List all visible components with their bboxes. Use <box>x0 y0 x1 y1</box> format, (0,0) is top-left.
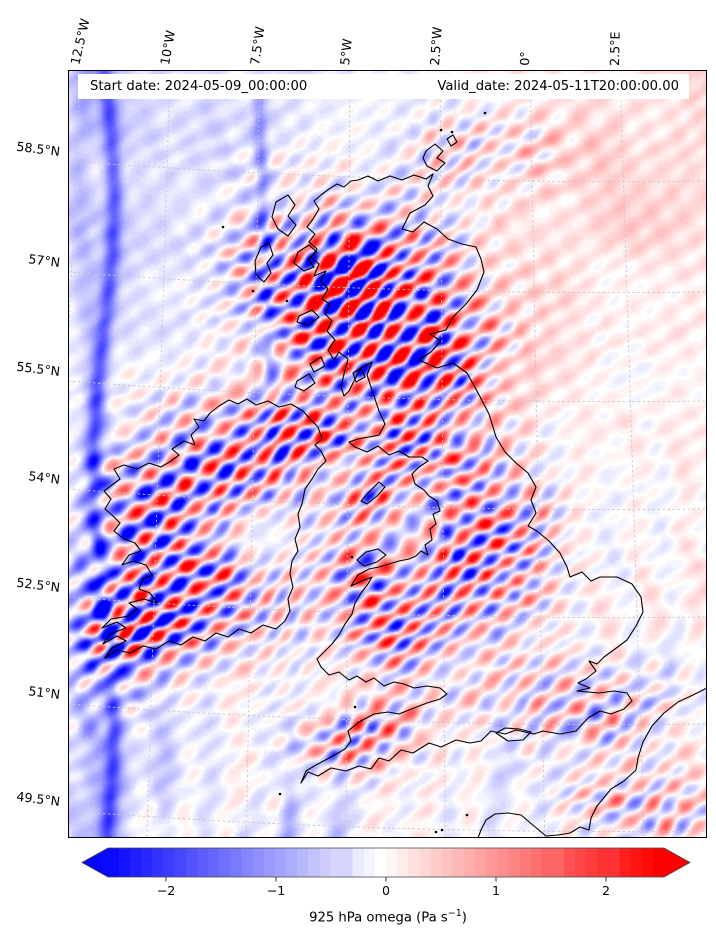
cbar-tick-label: 0 <box>382 883 390 898</box>
title-strip: Start date: 2024-05-09_00:00:00 Valid_da… <box>78 74 689 99</box>
lat-tick-label: 58.5°N <box>15 138 61 159</box>
cbar-tick-label: −2 <box>157 883 176 898</box>
colorbar-label: 925 hPa omega (Pa s−1) <box>88 908 688 925</box>
valid-date-label: Valid_date: 2024-05-11T20:00:00.00 <box>437 79 679 94</box>
omega-field-heatmap <box>68 70 707 838</box>
cbar-tick-label: 1 <box>492 883 500 898</box>
lat-tick-label: 57°N <box>27 251 61 270</box>
lat-tick-label: 49.5°N <box>15 788 61 809</box>
lon-tick-label: 0° <box>517 51 533 66</box>
lon-tick-label: 2.5°W <box>427 26 445 66</box>
colorbar-label-text: 925 hPa omega (Pa s <box>309 910 448 926</box>
lat-tick-label: 54°N <box>27 468 61 487</box>
colorbar-bar <box>81 847 691 878</box>
lat-tick-label: 52.5°N <box>15 574 61 595</box>
cbar-tick-label: 2 <box>602 883 610 898</box>
lon-tick-label: 7.5°W <box>247 25 268 66</box>
cbar-tick-label: −1 <box>267 883 286 898</box>
colorbar-label-sup: −1 <box>447 908 462 919</box>
lon-tick-label: 2.5°E <box>607 31 623 66</box>
lon-tick-label: 10°W <box>157 29 179 66</box>
lon-tick-label: 12.5°W <box>67 17 93 66</box>
lat-tick-label: 51°N <box>27 683 61 702</box>
lon-tick-label: 5°W <box>337 37 355 66</box>
map-panel <box>68 70 707 838</box>
start-date-label: Start date: 2024-05-09_00:00:00 <box>90 79 308 94</box>
lat-tick-label: 55.5°N <box>15 358 61 379</box>
colorbar: −2 −1 0 1 2 <box>81 847 691 898</box>
colorbar-label-suffix: ) <box>461 910 467 926</box>
